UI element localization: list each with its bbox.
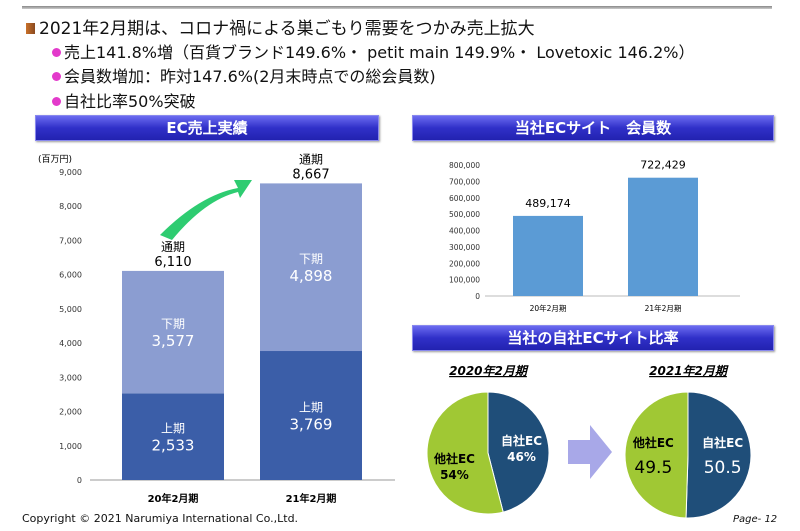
x-tick-label: 21年2月期 [645,303,682,313]
y-tick-label: 400,000 [449,227,480,236]
data-label: 2,533 [152,437,195,455]
bar-upper-half [122,393,224,480]
x-tick-label: 20年2月期 [530,303,567,313]
copyright: Copyright © 2021 Narumiya International … [22,512,299,525]
y-axis-label: (百万円) [38,154,72,165]
heading-text: 2021年2月期は、コロナ禍による巣ごもり需要をつかみ売上拡大 [39,19,535,39]
bullet-item: 売上141.8%増（百貨ブランド149.6%・ petit main 149.9… [52,39,694,63]
x-tick-label: 20年2月期 [148,492,199,505]
y-tick-label: 2,000 [59,408,82,417]
series-name-label: 下期 [299,252,323,266]
bullet-text: 自社比率50%突破 [64,92,196,111]
slice-value-label: 54% [440,468,469,482]
y-tick-label: 9,000 [59,168,82,177]
total-name-label: 通期 [161,240,185,254]
transition-arrow-icon [568,425,612,479]
y-tick-label: 0 [475,292,480,301]
y-tick-label: 5,000 [59,305,82,314]
y-tick-label: 600,000 [449,194,480,203]
y-tick-label: 800,000 [449,161,480,170]
pie-title: 2020年2月期 [449,364,529,378]
y-tick-label: 7,000 [59,236,82,245]
series-name-label: 上期 [161,422,185,436]
pie-title: 2021年2月期 [649,364,729,378]
bar-lower-half [260,183,362,352]
growth-arrow-icon [160,180,252,240]
slice-name-label: 他社EC [632,435,674,450]
y-tick-label: 500,000 [449,210,480,219]
bar-upper-half [260,351,362,480]
slice-value-label: 46% [507,450,536,464]
y-tick-label: 8,000 [59,202,82,211]
bullet-text: 売上141.8%増（百貨ブランド149.6%・ petit main 149.9… [64,43,695,62]
member-bar [628,177,698,296]
pie-slice-own-ec [487,391,550,513]
pie-slice-own-ec [685,391,752,519]
bullet-text: 会員数増加：昨対147.6%(2月末時点での総会員数) [64,67,436,86]
bullet-dot-icon [52,48,61,57]
series-name-label: 下期 [161,317,185,331]
y-tick-label: 0 [77,476,82,485]
y-tick-label: 4,000 [59,339,82,348]
slice-name-label: 自社EC [702,435,743,450]
series-name-label: 上期 [299,401,323,415]
slide-heading: 2021年2月期は、コロナ禍による巣ごもり需要をつかみ売上拡大 [26,14,535,39]
total-label: 6,110 [154,255,191,270]
x-tick-label: 21年2月期 [286,492,337,505]
data-label: 3,769 [290,416,333,434]
bullet-item: 会員数増加：昨対147.6%(2月末時点での総会員数) [52,63,436,87]
y-tick-label: 1,000 [59,442,82,451]
y-tick-label: 6,000 [59,271,82,280]
bullet-item: 自社比率50%突破 [52,88,196,112]
bullet-dot-icon [52,97,61,106]
y-tick-label: 700,000 [449,177,480,186]
bar-lower-half [122,270,224,394]
bullet-dot-icon [52,72,61,81]
pie-slice-other-ec [624,391,689,519]
data-label: 722,429 [640,159,686,172]
slice-value-label: 49.5 [634,458,672,478]
pie-slice-other-ec [426,391,504,515]
data-label: 489,174 [525,197,571,210]
data-label: 4,898 [290,267,333,285]
member-bar [513,215,583,296]
slice-name-label: 他社EC [433,451,475,466]
slice-name-label: 自社EC [501,433,542,448]
slice-value-label: 50.5 [704,458,742,478]
y-tick-label: 3,000 [59,373,82,382]
total-label: 8,667 [292,167,329,182]
y-tick-label: 200,000 [449,259,480,268]
ec-sales-banner: EC売上実績 [35,115,379,141]
members-banner: 当社ECサイト 会員数 [412,115,774,141]
data-label: 3,577 [152,332,195,350]
bullet-square-icon [26,23,35,34]
y-tick-label: 100,000 [449,276,480,285]
top-divider [22,6,772,9]
ratio-banner: 当社の自社ECサイト比率 [412,325,774,351]
total-name-label: 通期 [299,152,323,166]
page-number: Page- 12 [733,514,778,525]
y-tick-label: 300,000 [449,243,480,252]
